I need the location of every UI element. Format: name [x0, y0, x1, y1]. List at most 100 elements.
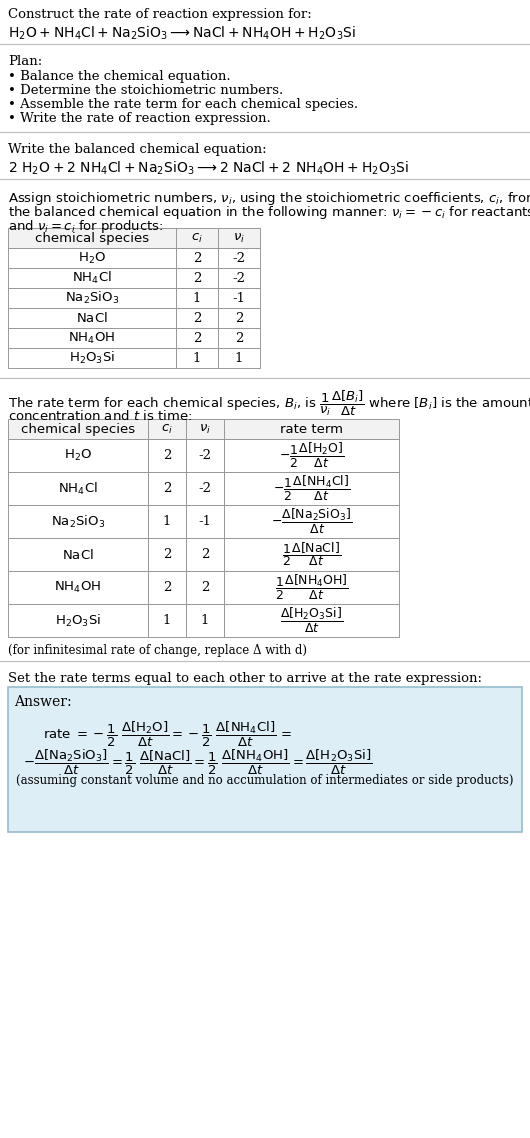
Bar: [186, 505, 224, 538]
Text: 2: 2: [163, 483, 171, 495]
Bar: [224, 505, 399, 538]
Bar: [186, 472, 224, 505]
Text: 1: 1: [163, 615, 171, 627]
FancyBboxPatch shape: [8, 687, 522, 832]
Text: -1: -1: [233, 291, 245, 305]
Bar: [8, 505, 148, 538]
Bar: [8, 538, 148, 571]
Text: $\dfrac{\Delta[\mathrm{H_2O_3Si}]}{\Delta t}$: $\dfrac{\Delta[\mathrm{H_2O_3Si}]}{\Delt…: [280, 607, 343, 635]
Bar: [224, 538, 399, 571]
Text: rate $= -\dfrac{1}{2}\ \dfrac{\Delta[\mathrm{H_2O}]}{\Delta t}$$= -\dfrac{1}{2}\: rate $= -\dfrac{1}{2}\ \dfrac{\Delta[\ma…: [43, 720, 292, 749]
Bar: [148, 604, 186, 637]
Bar: [8, 288, 176, 308]
Text: 2: 2: [193, 331, 201, 345]
Bar: [176, 228, 218, 248]
Bar: [176, 248, 218, 269]
Text: chemical species: chemical species: [21, 422, 135, 436]
Text: $-\dfrac{1}{2}\dfrac{\Delta[\mathrm{H_2O}]}{\Delta t}$: $-\dfrac{1}{2}\dfrac{\Delta[\mathrm{H_2O…: [279, 442, 344, 470]
Text: $\mathrm{H_2O}$: $\mathrm{H_2O}$: [64, 448, 92, 463]
Bar: [186, 538, 224, 571]
Bar: [148, 505, 186, 538]
Bar: [148, 419, 186, 439]
Text: • Assemble the rate term for each chemical species.: • Assemble the rate term for each chemic…: [8, 98, 358, 112]
Text: -2: -2: [199, 450, 211, 462]
Text: Answer:: Answer:: [14, 695, 72, 709]
Text: $\mathrm{NH_4OH}$: $\mathrm{NH_4OH}$: [68, 330, 116, 346]
Bar: [148, 571, 186, 604]
Text: $-\dfrac{\Delta[\mathrm{Na_2SiO_3}]}{\Delta t}$$= \dfrac{1}{2}\ \dfrac{\Delta[\m: $-\dfrac{\Delta[\mathrm{Na_2SiO_3}]}{\De…: [23, 748, 373, 777]
Text: and $\nu_i = c_i$ for products:: and $\nu_i = c_i$ for products:: [8, 218, 164, 236]
Text: 2: 2: [235, 312, 243, 324]
Text: 1: 1: [193, 291, 201, 305]
Bar: [176, 308, 218, 328]
Text: 2: 2: [163, 450, 171, 462]
Bar: [224, 472, 399, 505]
Text: 1: 1: [163, 516, 171, 528]
Text: $c_i$: $c_i$: [161, 422, 173, 436]
Bar: [8, 308, 176, 328]
Text: -2: -2: [233, 272, 245, 284]
Bar: [218, 288, 260, 308]
Bar: [186, 419, 224, 439]
Bar: [224, 604, 399, 637]
Text: -2: -2: [199, 483, 211, 495]
Text: $\mathrm{Na_2SiO_3}$: $\mathrm{Na_2SiO_3}$: [51, 513, 105, 529]
Bar: [218, 269, 260, 288]
Text: Plan:: Plan:: [8, 55, 42, 68]
Text: 2: 2: [201, 549, 209, 561]
Text: • Write the rate of reaction expression.: • Write the rate of reaction expression.: [8, 112, 271, 125]
Text: $\mathrm{H_2O}$: $\mathrm{H_2O}$: [78, 250, 106, 265]
Bar: [218, 308, 260, 328]
Bar: [224, 439, 399, 472]
Text: -2: -2: [233, 251, 245, 264]
Text: -1: -1: [199, 516, 211, 528]
Bar: [8, 228, 176, 248]
Bar: [8, 419, 148, 439]
Text: Set the rate terms equal to each other to arrive at the rate expression:: Set the rate terms equal to each other t…: [8, 673, 482, 685]
Bar: [186, 571, 224, 604]
Text: rate term: rate term: [280, 422, 343, 436]
Bar: [8, 328, 176, 348]
Bar: [224, 571, 399, 604]
Bar: [176, 348, 218, 368]
Bar: [8, 439, 148, 472]
Bar: [148, 439, 186, 472]
Bar: [148, 472, 186, 505]
Bar: [218, 228, 260, 248]
Text: $\mathrm{NaCl}$: $\mathrm{NaCl}$: [62, 547, 94, 561]
Bar: [218, 248, 260, 269]
Text: Write the balanced chemical equation:: Write the balanced chemical equation:: [8, 143, 267, 156]
Text: $-\dfrac{\Delta[\mathrm{Na_2SiO_3}]}{\Delta t}$: $-\dfrac{\Delta[\mathrm{Na_2SiO_3}]}{\De…: [271, 508, 352, 536]
Text: The rate term for each chemical species, $B_i$, is $\dfrac{1}{\nu_i}\dfrac{\Delt: The rate term for each chemical species,…: [8, 389, 530, 419]
Bar: [8, 269, 176, 288]
Text: 2: 2: [163, 549, 171, 561]
Text: 2: 2: [201, 582, 209, 594]
Text: 2: 2: [193, 312, 201, 324]
Text: $\dfrac{1}{2}\dfrac{\Delta[\mathrm{NH_4OH}]}{\Delta t}$: $\dfrac{1}{2}\dfrac{\Delta[\mathrm{NH_4O…: [275, 574, 348, 602]
Text: • Determine the stoichiometric numbers.: • Determine the stoichiometric numbers.: [8, 84, 283, 97]
Text: 2: 2: [193, 251, 201, 264]
Bar: [176, 328, 218, 348]
Bar: [8, 348, 176, 368]
Text: (for infinitesimal rate of change, replace Δ with d): (for infinitesimal rate of change, repla…: [8, 644, 307, 657]
Bar: [8, 604, 148, 637]
Text: $\mathrm{Na_2SiO_3}$: $\mathrm{Na_2SiO_3}$: [65, 290, 119, 306]
Text: concentration and $t$ is time:: concentration and $t$ is time:: [8, 409, 192, 423]
Text: 2: 2: [193, 272, 201, 284]
Text: 1: 1: [201, 615, 209, 627]
Text: (assuming constant volume and no accumulation of intermediates or side products): (assuming constant volume and no accumul…: [16, 774, 514, 787]
Text: $c_i$: $c_i$: [191, 231, 203, 245]
Bar: [148, 538, 186, 571]
Bar: [176, 269, 218, 288]
Bar: [176, 288, 218, 308]
Text: Construct the rate of reaction expression for:: Construct the rate of reaction expressio…: [8, 8, 312, 20]
Text: 2: 2: [235, 331, 243, 345]
Bar: [8, 472, 148, 505]
Text: $\dfrac{1}{2}\dfrac{\Delta[\mathrm{NaCl}]}{\Delta t}$: $\dfrac{1}{2}\dfrac{\Delta[\mathrm{NaCl}…: [282, 541, 341, 569]
Text: $\nu_i$: $\nu_i$: [233, 231, 245, 245]
Text: $\mathrm{NH_4Cl}$: $\mathrm{NH_4Cl}$: [72, 270, 112, 286]
Text: Assign stoichiometric numbers, $\nu_i$, using the stoichiometric coefficients, $: Assign stoichiometric numbers, $\nu_i$, …: [8, 190, 530, 207]
Bar: [8, 571, 148, 604]
Bar: [218, 348, 260, 368]
Bar: [186, 604, 224, 637]
